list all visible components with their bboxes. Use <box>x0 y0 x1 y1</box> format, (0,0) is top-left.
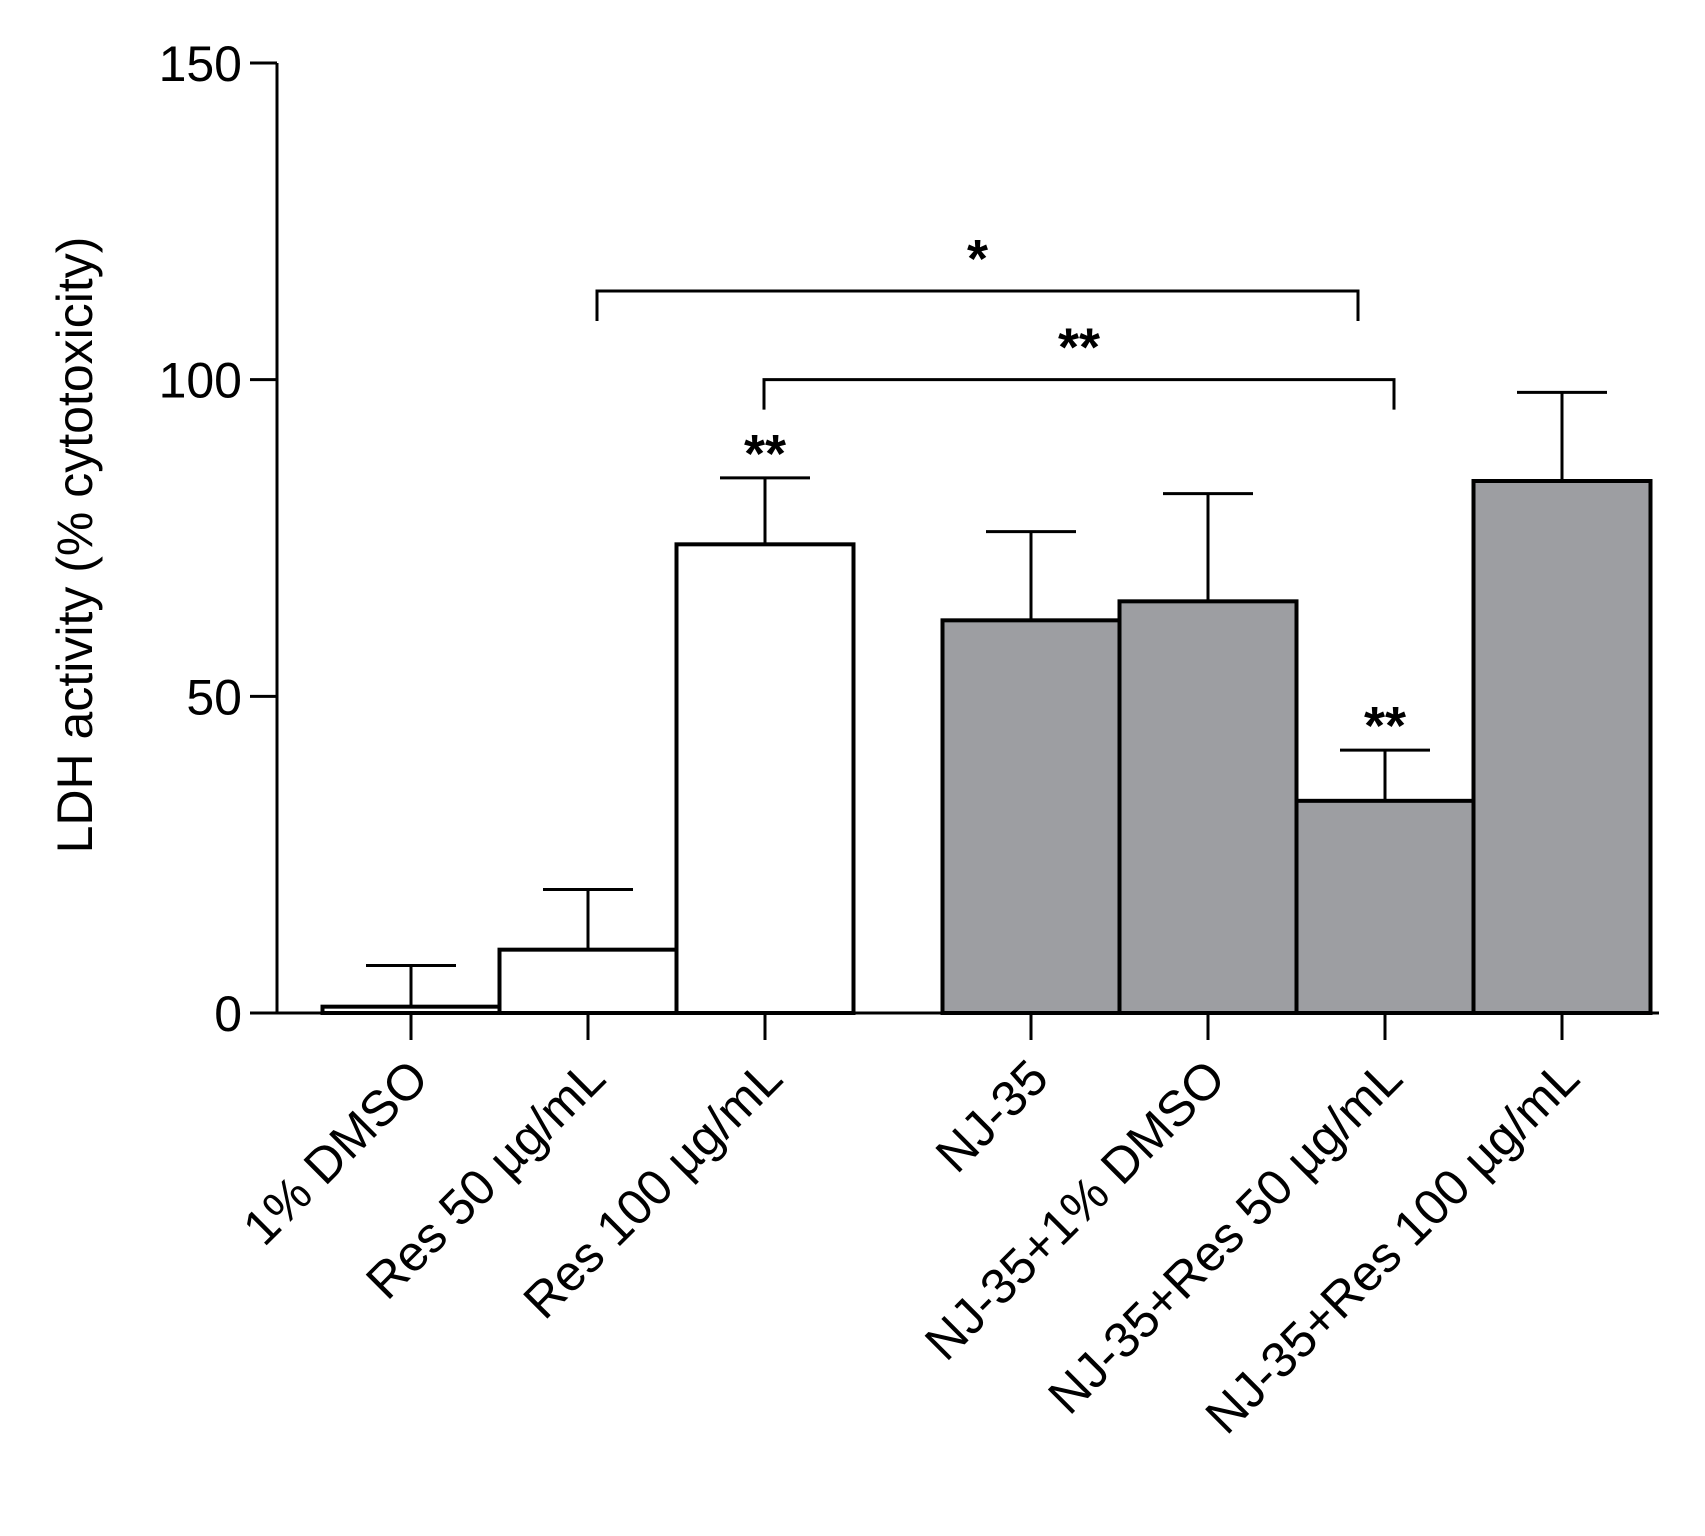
x-category-label: NJ-35+Res 50 µg/mL <box>1037 1049 1412 1424</box>
comparison-bracket <box>762 378 1396 410</box>
y-axis-title: LDH activity (% cytotoxicity) <box>47 237 103 854</box>
bar <box>497 947 679 1016</box>
bar <box>1294 798 1476 1015</box>
bar <box>674 542 856 1015</box>
comparison-marker: ** <box>1058 318 1100 378</box>
y-tick-label: 100 <box>159 353 242 409</box>
x-category-label: NJ-35+1% DMSO <box>914 1049 1236 1371</box>
significance-marker: ** <box>744 424 786 484</box>
comparison-marker: * <box>967 229 988 289</box>
bar <box>940 618 1122 1015</box>
y-tick-label: 50 <box>186 669 242 725</box>
bar <box>1471 479 1653 1015</box>
x-category-label: NJ-35 <box>925 1049 1059 1183</box>
y-tick-label: 0 <box>214 986 242 1042</box>
bar <box>320 1004 502 1016</box>
bar <box>1117 599 1299 1015</box>
significance-marker: ** <box>1364 696 1406 756</box>
comparison-bracket <box>595 289 1360 321</box>
y-tick-label: 150 <box>159 36 242 92</box>
